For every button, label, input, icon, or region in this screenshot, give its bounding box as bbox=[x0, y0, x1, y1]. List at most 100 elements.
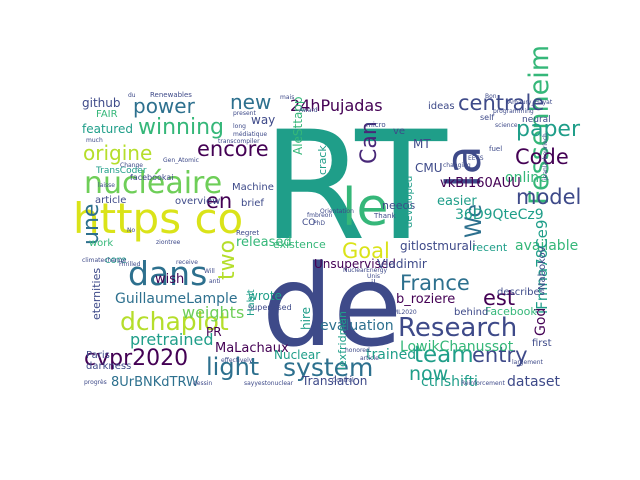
cloud-word: behind bbox=[454, 307, 488, 318]
cloud-word: de bbox=[262, 242, 402, 372]
cloud-word: progrès bbox=[84, 379, 107, 386]
cloud-word: Fessenheim bbox=[524, 45, 555, 205]
cloud-word: du bbox=[128, 92, 136, 99]
cloud-word: work bbox=[89, 238, 113, 249]
cloud-word: neural bbox=[522, 115, 551, 125]
cloud-word: two bbox=[215, 240, 240, 280]
cloud-word: gitlostmurali bbox=[400, 239, 476, 253]
cloud-word: Gen_Atomic bbox=[163, 157, 199, 164]
cloud-word: github bbox=[82, 96, 120, 110]
cloud-word: 24hPujadas bbox=[290, 96, 383, 115]
cloud-word: hire bbox=[299, 307, 313, 330]
cloud-word: PhD bbox=[313, 220, 325, 227]
cloud-word: receive bbox=[176, 259, 198, 266]
cloud-word: weights bbox=[182, 303, 244, 322]
cloud-word: mais bbox=[280, 94, 294, 101]
cloud-word: article bbox=[360, 355, 379, 362]
cloud-word: Thank bbox=[373, 212, 396, 220]
cloud-word: laisse bbox=[98, 182, 115, 189]
cloud-word: ideas bbox=[428, 101, 455, 112]
cloud-word: long bbox=[233, 123, 246, 130]
cloud-word: new bbox=[230, 90, 271, 114]
cloud-word: present bbox=[233, 110, 256, 117]
cloud-word: way bbox=[251, 113, 275, 127]
cloud-word: micro bbox=[366, 121, 386, 129]
cloud-word: ziontree bbox=[156, 239, 181, 246]
cloud-word: est bbox=[483, 286, 515, 310]
cloud-word: Reinforcement bbox=[461, 380, 506, 387]
cloud-word: No bbox=[127, 227, 135, 234]
cloud-word: ICML2020 bbox=[387, 309, 417, 316]
cloud-word: CO bbox=[302, 218, 315, 228]
cloud-word: Change bbox=[120, 162, 143, 169]
cloud-word: une bbox=[79, 204, 104, 245]
cloud-word: ve bbox=[393, 126, 405, 137]
cloud-word: darkness bbox=[86, 361, 131, 372]
cloud-word: transcompiler bbox=[218, 138, 260, 145]
cloud-word: centrale bbox=[458, 91, 544, 115]
cloud-word: NuclearEnergy bbox=[343, 267, 388, 274]
cloud-word: self bbox=[480, 113, 494, 122]
cloud-word: Control bbox=[332, 377, 354, 384]
cloud-word: brief bbox=[241, 198, 264, 209]
cloud-word: trained bbox=[366, 347, 416, 363]
cloud-word: Code bbox=[515, 145, 569, 169]
cloud-word: LowikChanussot bbox=[400, 339, 514, 355]
cloud-word: effectively bbox=[221, 357, 253, 364]
cloud-word: describes bbox=[497, 287, 545, 298]
cloud-word: entry bbox=[472, 343, 528, 367]
cloud-word: Nuclear bbox=[274, 348, 320, 362]
cloud-word: jeanlarbouriech bbox=[542, 133, 549, 181]
cloud-word: b_roziere bbox=[396, 292, 455, 307]
cloud-word: il bbox=[371, 278, 375, 287]
cloud-word: Renewables bbox=[150, 91, 192, 99]
cloud-word: Facebook bbox=[485, 305, 537, 318]
cloud-word: Goal bbox=[342, 239, 390, 263]
cloud-word: recent bbox=[472, 241, 508, 254]
cloud-word: programming bbox=[493, 108, 534, 115]
cloud-word: We bbox=[462, 204, 487, 238]
cloud-word: PR bbox=[206, 325, 222, 339]
cloud-word: iFmna78Ce9 bbox=[533, 220, 551, 314]
cloud-word: cvpr2020 bbox=[84, 346, 188, 371]
cloud-word: team bbox=[414, 342, 474, 368]
cloud-word: MT bbox=[413, 137, 431, 151]
cloud-word: Amaury_Hayat bbox=[508, 99, 553, 106]
cloud-word: largement bbox=[512, 359, 544, 366]
cloud-word: light bbox=[206, 353, 259, 381]
cloud-word: Unis bbox=[367, 273, 380, 280]
cloud-word: available bbox=[515, 238, 578, 254]
cloud-word: system bbox=[283, 353, 373, 382]
cloud-word: anti bbox=[209, 278, 221, 285]
cloud-word: 36D9QteCz9 bbox=[455, 207, 544, 223]
cloud-word: existence bbox=[273, 238, 326, 251]
cloud-word: Vladimir bbox=[377, 257, 427, 271]
cloud-word: wrote bbox=[248, 289, 282, 303]
cloud-word: Regret bbox=[236, 229, 259, 237]
cloud-word: winning bbox=[138, 115, 224, 140]
cloud-word: Bon bbox=[485, 93, 497, 100]
cloud-word: paper bbox=[516, 117, 581, 142]
cloud-word: lexfridman bbox=[336, 311, 349, 370]
cloud-word: sayyestonuclear bbox=[244, 380, 294, 387]
cloud-word: France bbox=[400, 271, 470, 295]
cloud-word: Paris bbox=[86, 350, 110, 361]
cloud-word: Can bbox=[357, 121, 382, 164]
cloud-word: CMU bbox=[415, 161, 443, 175]
cloud-word: Award bbox=[299, 107, 318, 114]
cloud-word: Research bbox=[398, 313, 517, 343]
cloud-word: eternities bbox=[90, 268, 103, 320]
cloud-word: Will bbox=[204, 268, 215, 275]
cloud-word: online bbox=[505, 170, 548, 186]
cloud-word: article bbox=[95, 195, 126, 206]
cloud-word: facebookai bbox=[130, 173, 174, 182]
cloud-word: RT bbox=[262, 100, 448, 274]
cloud-word: dessin bbox=[193, 380, 212, 387]
cloud-word: https co bbox=[73, 194, 243, 243]
cloud-word: ctrlshifti bbox=[421, 374, 478, 390]
cloud-word: dans bbox=[128, 254, 207, 293]
cloud-word: supervised bbox=[248, 303, 292, 312]
cloud-word: now bbox=[409, 363, 448, 385]
cloud-word: Nabokov bbox=[537, 246, 548, 290]
